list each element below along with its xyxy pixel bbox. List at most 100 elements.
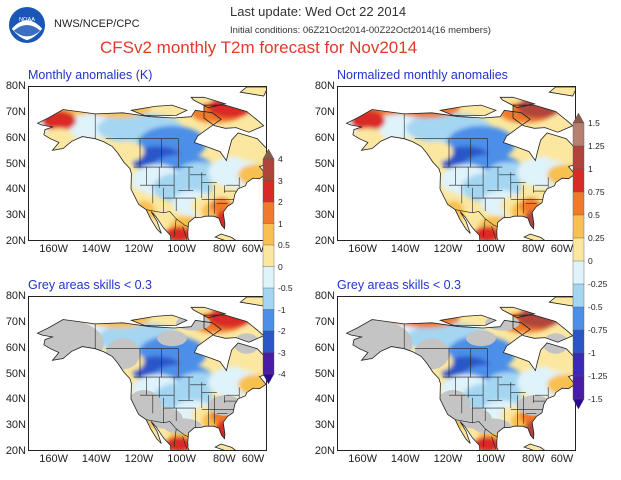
- lon-label: 140W: [81, 453, 111, 465]
- low-skill-area: [37, 320, 104, 367]
- lat-label: 50N: [5, 157, 26, 170]
- colorbar-label: 3: [278, 175, 283, 186]
- lat-label: 30N: [5, 419, 26, 432]
- logo-text: NOAA: [19, 17, 35, 23]
- lon-label: 80W: [522, 453, 545, 465]
- lat-label: 50N: [314, 157, 335, 170]
- colorbar-swatch: [572, 168, 585, 193]
- low-skill-area: [208, 395, 243, 416]
- lon-label: 60W: [241, 243, 265, 255]
- lon-label: 160W: [348, 453, 377, 465]
- coastline: [345, 87, 575, 240]
- lon-label: 160W: [39, 243, 68, 255]
- colorbar-swatch: [572, 352, 585, 377]
- page-title: CFSv2 monthly T2m forecast for Nov2014: [100, 38, 418, 57]
- anomaly-patch: [41, 110, 76, 131]
- colorbar-swatch: [262, 330, 275, 353]
- anomaly-patch: [165, 226, 192, 240]
- colorbar-label: -0.5: [278, 283, 293, 293]
- colorbar-label: 0.5: [588, 210, 600, 220]
- colorbar-swatch: [262, 352, 275, 375]
- top-left-map-canvas: [36, 87, 266, 240]
- colorbar-swatch: [262, 287, 275, 310]
- lat-label: 80N: [5, 290, 26, 302]
- lat-label: 40N: [314, 393, 335, 406]
- anomaly-patch: [133, 200, 155, 222]
- low-skill-area: [457, 408, 492, 429]
- colorbar-label: 1: [278, 218, 283, 229]
- anomaly-colorbar: 4 3 2 1 0.5 0 -0.5 -1 -2 -3 -4: [262, 148, 302, 388]
- lon-label: 120W: [124, 453, 154, 465]
- colorbar-label: 1.5: [588, 118, 600, 128]
- colorbar-label: 4: [278, 154, 283, 164]
- bottom-left-anomaly-field: [37, 297, 266, 450]
- lon-label: 100W: [167, 453, 197, 465]
- low-skill-area: [517, 395, 552, 416]
- colorbar-label: 0.25: [588, 233, 605, 243]
- lat-label: 60N: [5, 131, 26, 144]
- low-skill-area: [148, 408, 183, 429]
- lat-label: 30N: [314, 419, 335, 432]
- lat-label: 50N: [5, 367, 26, 380]
- agency-label: NWS/NCEP/CPC: [54, 18, 140, 30]
- coastline: [345, 297, 575, 450]
- lat-label: 30N: [5, 209, 26, 222]
- lon-label: 160W: [39, 453, 68, 465]
- lat-label: 60N: [314, 341, 335, 354]
- bottom-left-map-canvas: [36, 297, 266, 450]
- lon-label: 160W: [348, 243, 377, 255]
- colorbar-label: -2: [278, 326, 286, 336]
- lon-label: 100W: [476, 243, 506, 255]
- anomaly-patch: [350, 110, 385, 131]
- anomaly-patch: [474, 436, 501, 450]
- lat-label: 40N: [314, 183, 335, 196]
- colorbar-swatch: [262, 223, 275, 246]
- colorbar-swatch: [262, 148, 275, 160]
- lat-label: 70N: [314, 315, 335, 328]
- colorbar-swatch: [572, 237, 585, 262]
- colorbar-swatch: [572, 191, 585, 216]
- top-right-map-canvas: [345, 87, 575, 240]
- colorbar-swatch: [262, 158, 275, 181]
- normalized-colorbar: 1.5 1.25 1 0.75 0.5 0.25 0 -0.25 -0.5 -0.75 -1 -1.2…: [572, 112, 618, 422]
- colorbar-label: -3: [278, 347, 286, 358]
- colorbar-label: 0.5: [278, 240, 290, 250]
- colorbar-swatch: [572, 398, 585, 410]
- bottom-right-map: [337, 296, 576, 451]
- lat-label: 60N: [314, 131, 335, 144]
- colorbar-swatch: [572, 306, 585, 331]
- anomaly-patch: [86, 97, 151, 118]
- colorbar-swatch: [572, 260, 585, 285]
- low-skill-area: [105, 338, 140, 370]
- lat-label: 40N: [5, 183, 26, 196]
- colorbar-label: -1: [588, 348, 596, 358]
- lat-label: 20N: [314, 235, 335, 247]
- colorbar-swatch: [572, 145, 585, 170]
- lat-label: 70N: [5, 315, 26, 328]
- colorbar-label: 0.75: [588, 187, 605, 197]
- top-left-map: [28, 86, 267, 241]
- lon-label: 100W: [476, 453, 506, 465]
- anomaly-patch: [474, 226, 501, 240]
- lat-label: 20N: [5, 445, 26, 457]
- colorbar-swatch: [572, 122, 585, 147]
- colorbar-swatch: [572, 214, 585, 239]
- political-boundaries: [403, 113, 549, 240]
- lon-label: 60W: [550, 243, 574, 255]
- lon-label: 120W: [433, 243, 463, 255]
- colorbar-label: 1.25: [588, 141, 605, 151]
- lon-label: 60W: [550, 453, 574, 465]
- colorbar-swatch: [572, 329, 585, 354]
- political-boundaries: [94, 323, 240, 450]
- lon-label: 140W: [390, 453, 420, 465]
- bottom-left-panel-title: Grey areas skills < 0.3: [28, 278, 153, 292]
- lat-label: 80N: [314, 290, 335, 302]
- anomaly-patch: [44, 128, 74, 144]
- bottom-right-map-canvas: [345, 297, 575, 450]
- top-right-map: [337, 86, 576, 241]
- anomaly-patch: [86, 307, 151, 328]
- lon-label: 80W: [522, 243, 545, 255]
- colorbar-swatch: [262, 244, 275, 267]
- colorbar-label: -4: [278, 369, 286, 379]
- anomaly-patch: [110, 141, 145, 162]
